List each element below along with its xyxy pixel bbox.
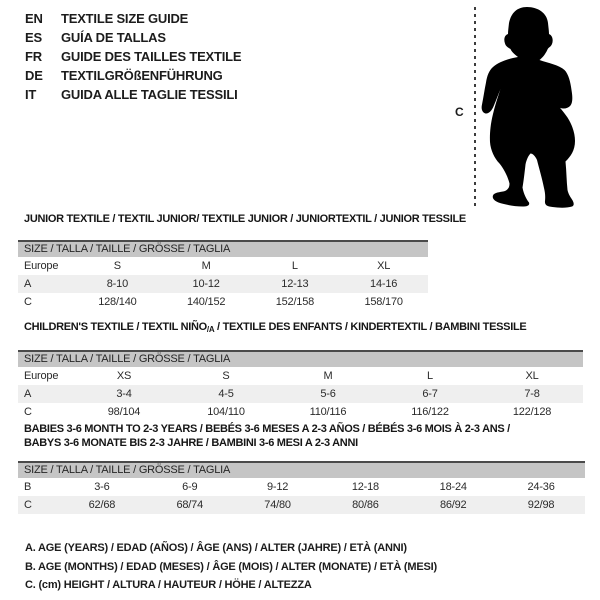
junior-size-table: SIZE / TALLA / TAILLE / GRÖSSE / TAGLIA … [18,240,428,311]
height-cell: 158/170 [364,296,403,308]
row-label: Europe [24,370,59,382]
language-row-en: EN TEXTILE SIZE GUIDE [25,9,241,28]
table-row-height: C 62/68 68/74 74/80 80/86 86/92 92/98 [18,496,585,514]
childrens-section-title: CHILDREN'S TEXTILE / TEXTIL NIÑO/A / TEX… [24,320,583,337]
age-cell: 12-13 [281,278,309,290]
size-header-bar: SIZE / TALLA / TAILLE / GRÖSSE / TAGLIA [18,461,585,478]
size-cell: S [113,260,121,272]
language-row-it: IT GUIDA ALLE TAGLIE TESSILI [25,85,241,104]
age-cell: 6-9 [182,481,198,493]
legend-footnotes: A. AGE (YEARS) / EDAD (AÑOS) / ÂGE (ANS)… [25,539,437,595]
age-cell: 5-6 [320,388,336,400]
height-measure-label: C [455,105,464,119]
babies-section-title-line2: BABYS 3-6 MONATE BIS 2-3 JAHRE / BAMBINI… [24,437,358,449]
size-cell: M [323,370,333,382]
height-cell: 128/140 [98,296,137,308]
height-cell: 122/128 [512,406,552,418]
language-code: DE [25,68,43,83]
childrens-size-table: SIZE / TALLA / TAILLE / GRÖSSE / TAGLIA … [18,350,583,421]
language-code: EN [25,11,43,26]
table-row-age: A 8-10 10-12 12-13 14-16 [18,275,428,293]
language-title: GUIDA ALLE TAGLIE TESSILI [61,87,238,102]
childrens-textile-section: CHILDREN'S TEXTILE / TEXTIL NIÑO/A / TEX… [18,320,583,421]
language-row-fr: FR GUIDE DES TAILLES TEXTILE [25,47,242,66]
age-cell: 10-12 [192,278,220,290]
row-label: C [24,296,32,308]
height-cell: 98/104 [107,406,141,418]
language-code: ES [25,30,42,45]
age-cell: 18-24 [439,481,467,493]
row-label: A [24,278,32,290]
title-text: CHILDREN'S TEXTILE / TEXTIL NIÑO [24,321,207,333]
language-code: IT [25,87,37,102]
babies-textile-section: BABIES 3-6 MONTH TO 2-3 YEARS / BEBÉS 3-… [18,422,585,514]
row-label: A [24,388,32,400]
age-cell: 3-6 [94,481,110,493]
language-title: TEXTILE SIZE GUIDE [61,11,189,26]
footnote-age-months: B. AGE (MONTHS) / EDAD (MESES) / ÂGE (MO… [25,560,437,573]
babies-section-title-line1: BABIES 3-6 MONTH TO 2-3 YEARS / BEBÉS 3-… [24,423,510,435]
language-title: TEXTILGRÖßENFÜHRUNG [61,68,223,83]
height-cell: 140/152 [186,296,226,308]
size-cell: XL [377,260,391,272]
babies-size-table: SIZE / TALLA / TAILLE / GRÖSSE / TAGLIA … [18,461,585,514]
age-cell: 12-18 [351,481,379,493]
size-cell: S [222,370,230,382]
footnote-age-years: A. AGE (YEARS) / EDAD (AÑOS) / ÂGE (ANS)… [25,542,407,554]
height-cell: 116/122 [411,406,449,418]
height-measure-dotted-line [474,7,476,208]
size-cell: M [201,260,211,272]
age-cell: 9-12 [266,481,289,493]
size-cell: L [291,260,298,272]
language-code: FR [25,49,42,64]
age-cell: 3-4 [116,388,132,400]
height-cell: 86/92 [439,499,467,511]
age-cell: 14-16 [370,278,398,290]
age-cell: 7-8 [524,388,540,400]
junior-textile-section: JUNIOR TEXTILE / TEXTIL JUNIOR/ TEXTILE … [18,212,466,311]
size-header-bar: SIZE / TALLA / TAILLE / GRÖSSE / TAGLIA [18,350,583,367]
size-header-bar: SIZE / TALLA / TAILLE / GRÖSSE / TAGLIA [18,240,428,257]
age-cell: 24-36 [527,481,555,493]
age-cell: 8-10 [106,278,128,290]
age-cell: 4-5 [218,388,234,400]
size-cell: XS [116,370,132,382]
size-cell: XL [525,370,539,382]
height-cell: 62/68 [88,499,116,511]
height-cell: 92/98 [527,499,555,511]
table-row-europe: Europe XS S M L XL [18,367,583,385]
row-label: C [24,406,32,418]
height-cell: 104/110 [207,406,245,418]
age-cell: 6-7 [422,388,438,400]
height-cell: 80/86 [352,499,379,511]
row-label: B [24,481,32,493]
table-row-height: C 128/140 140/152 152/158 158/170 [18,293,428,311]
language-title: GUIDE DES TAILLES TEXTILE [61,49,242,64]
table-row-age: A 3-4 4-5 5-6 6-7 7-8 [18,385,583,403]
junior-section-title: JUNIOR TEXTILE / TEXTIL JUNIOR/ TEXTILE … [24,213,466,225]
row-label: Europe [24,260,59,272]
table-row-europe: Europe S M L XL [18,257,428,275]
size-cell: L [427,370,433,382]
height-cell: 152/158 [275,296,315,308]
row-label: C [24,499,32,511]
table-row-age-months: B 3-6 6-9 9-12 12-18 18-24 24-36 [18,478,585,496]
language-title-list: EN TEXTILE SIZE GUIDE ES GUÍA DE TALLAS … [25,9,242,104]
language-title: GUÍA DE TALLAS [61,30,166,45]
height-cell: 110/116 [309,406,347,418]
height-cell: 74/80 [264,499,291,511]
title-text: / TEXTILE DES ENFANTS / KINDERTEXTIL / B… [214,321,527,333]
language-row-de: DE TEXTILGRÖßENFÜHRUNG [25,66,241,85]
height-cell: 68/74 [176,499,203,511]
footnote-height: C. (cm) HEIGHT / ALTURA / HAUTEUR / HÖHE… [25,579,312,591]
baby-silhouette [481,7,575,208]
language-row-es: ES GUÍA DE TALLAS [25,28,241,47]
title-subscript: /A [206,325,215,334]
table-row-height: C 98/104 104/110 110/116 116/122 122/128 [18,403,583,421]
